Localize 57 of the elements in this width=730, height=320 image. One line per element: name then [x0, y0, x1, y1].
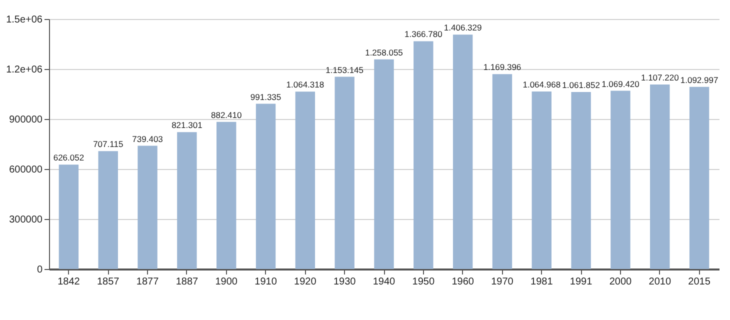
x-tick-label: 2000: [609, 276, 632, 288]
x-tick-label: 1991: [570, 276, 593, 288]
data-label: 1.169.396: [483, 62, 522, 72]
y-tick-label: 600000: [9, 164, 43, 176]
data-label: 821.301: [172, 120, 203, 130]
data-label: 1.406.329: [444, 22, 482, 33]
data-label: 1.092.997: [680, 74, 718, 85]
x-tick-label: 1960: [452, 276, 474, 288]
data-label: 1.064.968: [522, 80, 561, 90]
data-label: 1.366.780: [404, 29, 443, 40]
y-tick-label: 0: [36, 264, 43, 276]
bar: [492, 74, 512, 269]
bar: [216, 122, 236, 269]
data-label: 739.403: [132, 134, 164, 144]
bar: [256, 104, 276, 269]
bar: [98, 151, 118, 269]
bar: [295, 92, 316, 269]
x-tick-label: 1877: [136, 276, 160, 288]
data-label: 882.410: [210, 110, 242, 120]
x-tick-label: 1981: [530, 276, 554, 288]
x-tick-label: 1900: [215, 276, 238, 288]
bar: [58, 164, 79, 269]
data-label: 1.069.420: [602, 78, 640, 89]
y-tick-label: 1.2e+06: [6, 64, 43, 76]
bar: [138, 146, 158, 269]
bar: [532, 92, 552, 269]
x-tick-label: 1920: [294, 276, 317, 288]
bar: [689, 86, 710, 269]
x-tick-label: 1842: [58, 276, 80, 288]
data-label: 626.052: [53, 152, 84, 163]
x-tick-label: 1950: [412, 276, 435, 288]
bar: [610, 90, 630, 269]
bar: [414, 41, 434, 269]
x-tick-label: 2010: [648, 276, 672, 288]
data-label: 1.064.318: [286, 80, 324, 90]
data-label: 707.115: [93, 139, 124, 150]
y-tick-label: 900000: [9, 114, 43, 126]
x-tick-label: 1970: [491, 276, 514, 288]
data-label: 1.258.055: [365, 47, 404, 58]
x-tick-label: 1857: [96, 276, 120, 288]
data-label: 1.061.852: [562, 80, 600, 90]
x-tick-label: 1910: [254, 276, 278, 288]
x-tick-label: 1930: [333, 276, 356, 288]
data-label: 1.153.145: [326, 64, 364, 75]
x-tick-label: 1940: [372, 276, 396, 288]
bar: [571, 92, 591, 269]
bar: [334, 76, 354, 269]
bar: [452, 34, 473, 269]
bar: [177, 132, 197, 269]
y-tick-label: 300000: [9, 214, 43, 226]
data-label: 991.335: [250, 92, 282, 102]
data-label: 1.107.220: [640, 72, 680, 82]
bar: [374, 59, 394, 269]
y-tick-label: 1.5e+06: [6, 14, 43, 26]
bar: [650, 84, 670, 269]
x-tick-label: 1887: [176, 276, 198, 288]
x-tick-label: 2015: [688, 276, 711, 288]
